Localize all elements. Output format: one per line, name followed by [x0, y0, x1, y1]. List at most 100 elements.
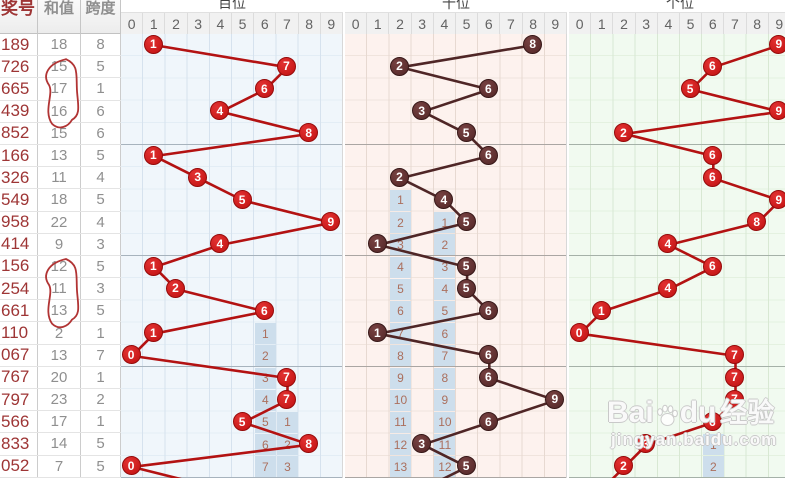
omission-cell: 1 — [254, 323, 276, 345]
trend-dot: 5 — [680, 79, 700, 98]
sum-value-cell: 23 — [38, 389, 81, 411]
lottery-number-cell: 767 — [0, 366, 38, 388]
omission-cell: 6 — [389, 300, 412, 323]
omission-cell: 13 — [389, 456, 412, 478]
trend-dot: 2 — [166, 278, 185, 298]
trend-dot: 1 — [143, 256, 163, 276]
trend-dot: 9 — [321, 212, 341, 232]
digit-header-cell: 9 — [320, 13, 343, 34]
span-value-cell: 8 — [81, 34, 121, 56]
trend-dot: 3 — [412, 101, 432, 121]
span-value-cell: 1 — [81, 366, 121, 388]
digit-header-cell: 1 — [591, 13, 614, 34]
panel-title-hundreds: 百位 — [121, 0, 343, 13]
draws-table-rows: 189 18 8 726 15 5 665 17 1 439 16 6 852 15 6 166 13 5 326 1… — [0, 34, 121, 478]
trend-dot: 7 — [725, 367, 744, 387]
span-value-cell: 5 — [81, 300, 121, 322]
trend-dot: 1 — [143, 323, 163, 343]
trend-dot: 4 — [434, 190, 454, 209]
trend-dot: 1 — [143, 34, 163, 54]
trend-dot: 8 — [299, 434, 319, 454]
trend-dot: 6 — [478, 345, 498, 365]
lottery-number-cell: 958 — [0, 211, 38, 233]
draws-table-header: 奖号 和值 跨度 — [0, 0, 121, 34]
span-value-cell: 5 — [81, 455, 121, 477]
lottery-number-cell: 439 — [0, 100, 38, 122]
panel-title-text: 个位 — [666, 0, 694, 11]
trend-dot: 2 — [390, 167, 409, 187]
omission-cell: 3 — [276, 456, 299, 478]
trend-dot: 5 — [232, 190, 252, 209]
trend-dot: 6 — [478, 145, 498, 165]
trend-dot: 9 — [769, 190, 785, 209]
span-value-cell: 1 — [81, 411, 121, 433]
lottery-number-cell: 189 — [0, 34, 38, 56]
span-value-cell: 5 — [81, 255, 121, 278]
omission-cell: 2 — [254, 345, 276, 367]
table-row: 052 7 5 — [0, 455, 121, 478]
table-row: 414 9 3 — [0, 233, 121, 256]
digit-header-cell: 4 — [209, 13, 232, 34]
omission-cell: 9 — [389, 367, 412, 389]
span-value-cell: 7 — [81, 344, 121, 366]
trend-panel-tens: 十位 0 1 2 3 4 5 6 7 8 9 1 2 3 4 5 6 7 8 9 10 11 12 13 1 2 3 4 5 6 7 8 9 10… — [345, 0, 567, 478]
table-row: 156 12 5 — [0, 255, 121, 279]
span-value-cell: 4 — [81, 211, 121, 233]
omission-cell: 1 — [389, 189, 412, 212]
omission-cell: 12 — [389, 434, 412, 456]
lottery-number-cell: 326 — [0, 167, 38, 189]
table-row: 067 13 7 — [0, 344, 121, 367]
digit-header-cell: 7 — [500, 13, 523, 34]
table-row: 566 17 1 — [0, 411, 121, 434]
trend-dot: 7 — [277, 389, 296, 409]
digit-header-cell: 0 — [121, 13, 144, 34]
sum-value-cell: 20 — [38, 366, 81, 388]
omission-cell: 1 — [702, 434, 724, 456]
panel-title-tens: 十位 — [345, 0, 567, 13]
digit-header-cell: 6 — [702, 13, 725, 34]
omission-cell: 4 — [254, 389, 276, 411]
omission-cell: 4 — [434, 278, 456, 300]
omission-cell: 6 — [434, 323, 456, 345]
omission-cell: 5 — [434, 300, 456, 323]
omission-cell: 10 — [434, 411, 456, 434]
trend-line-tens — [377, 43, 558, 478]
digit-header-cell: 4 — [657, 13, 680, 34]
trend-dot: 6 — [254, 79, 274, 98]
trend-line-hundreds — [130, 43, 334, 478]
lottery-number-cell: 110 — [0, 322, 38, 344]
digit-header-cell: 7 — [276, 13, 299, 34]
trend-dot: 9 — [545, 389, 565, 409]
span-value-cell: 4 — [81, 167, 121, 189]
trend-dot: 6 — [702, 167, 722, 187]
sum-value-cell: 22 — [38, 211, 81, 233]
sum-value-cell: 7 — [38, 455, 81, 477]
table-row: 852 15 6 — [0, 122, 121, 145]
digit-header-cell: 0 — [345, 13, 368, 34]
trend-dot: 7 — [277, 56, 296, 76]
omission-cell: 5 — [389, 278, 412, 300]
trend-dot: 4 — [210, 101, 230, 121]
trend-panel-units: 个位 0 1 2 3 4 5 6 7 8 9 1 2 9 6 5 9 2 6 6 9 8 4 6 4 1 0 7 7 7 6 3 2 — [569, 0, 785, 478]
trend-dot: 6 — [478, 79, 498, 98]
trend-dot: 8 — [747, 212, 767, 232]
omission-cell: 8 — [389, 345, 412, 367]
digit-header-cell: 5 — [231, 13, 255, 34]
lottery-number-cell: 067 — [0, 344, 38, 366]
table-row: 439 16 6 — [0, 100, 121, 123]
digit-header-cell: 9 — [768, 13, 785, 34]
trend-dot: 6 — [478, 412, 498, 431]
trend-panel-hundreds: 百位 0 1 2 3 4 5 6 7 8 9 1 2 3 4 5 6 7 1 2 3 1 7 6 4 8 1 3 5 9 4 1 2 6 1 0 7 7 5… — [121, 0, 343, 478]
trend-dot: 7 — [725, 389, 744, 409]
table-row: 110 2 1 — [0, 322, 121, 345]
span-value-cell: 5 — [81, 189, 121, 211]
trend-dot: 8 — [299, 123, 319, 143]
sum-value-cell: 17 — [38, 78, 81, 100]
trend-line-units — [578, 43, 782, 478]
lottery-number-cell: 549 — [0, 189, 38, 211]
sum-value-cell: 18 — [38, 34, 81, 56]
sum-value-cell: 9 — [38, 233, 81, 255]
trend-dot: 6 — [478, 301, 498, 320]
